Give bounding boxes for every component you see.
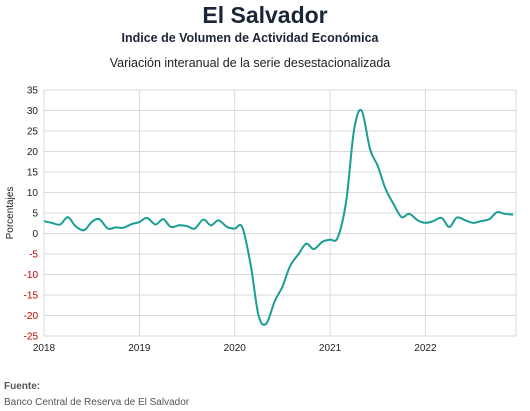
y-axis-label: Porcentajes	[5, 187, 16, 240]
y-tick-label: -10	[24, 270, 39, 281]
chart-title: El Salvador	[202, 2, 328, 28]
x-tick-label: 2020	[224, 343, 247, 354]
y-tick-labels: 35 30 25 20 15 10 5 0 -5 -10 -15 -20 -25	[24, 86, 39, 343]
chart-subtitle-2: Variación interanual de la serie desesta…	[109, 56, 391, 70]
source-label: Fuente:	[4, 381, 41, 392]
y-tick-label: 25	[27, 127, 39, 138]
line-chart: 35 30 25 20 15 10 5 0 -5 -10 -15 -20 -25 2018 2019 202…	[5, 86, 517, 354]
series-line	[43, 108, 514, 326]
y-tick-label: 15	[27, 168, 39, 179]
y-tick-label: 5	[32, 209, 38, 220]
y-tick-label: -25	[24, 332, 39, 343]
chart-subtitle: Indice de Volumen de Actividad Económica	[121, 31, 379, 45]
x-tick-labels: 2018 2019 2020 2021 2022	[33, 343, 437, 354]
y-tick-label: 30	[27, 106, 39, 117]
x-tick-label: 2022	[414, 343, 437, 354]
x-tick-label: 2019	[128, 343, 151, 354]
x-tick-label: 2021	[319, 343, 342, 354]
y-tick-label: -15	[24, 291, 39, 302]
grid	[43, 89, 517, 337]
y-tick-label: 20	[27, 147, 39, 158]
x-tick-label: 2018	[33, 343, 56, 354]
y-tick-label: 10	[27, 188, 39, 199]
y-tick-label: 35	[27, 86, 39, 97]
y-tick-label: -20	[24, 311, 39, 322]
source-text: Banco Central de Reserva de El Salvador	[4, 397, 190, 408]
y-tick-label: 0	[32, 229, 38, 240]
y-tick-label: -5	[29, 250, 38, 261]
